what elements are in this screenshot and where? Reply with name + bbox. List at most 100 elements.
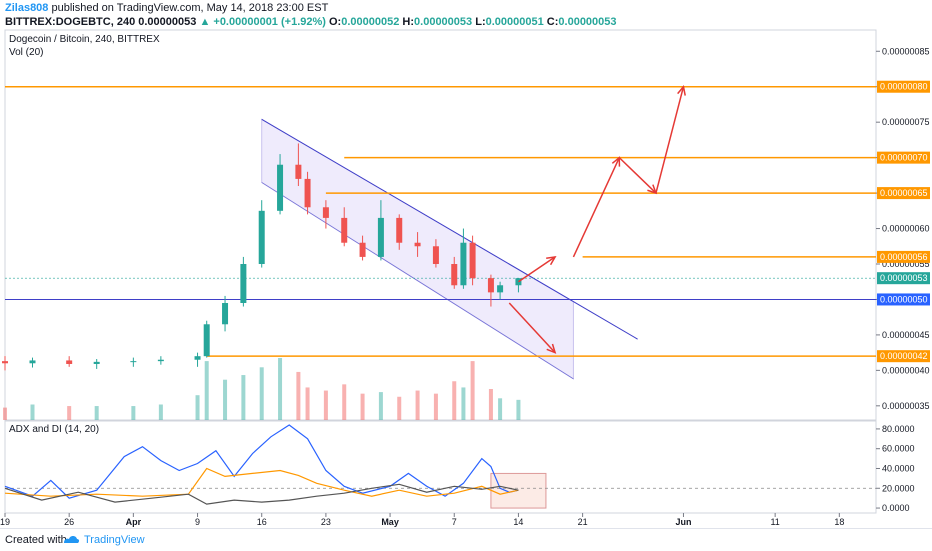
candle-body (240, 264, 247, 303)
symbol-label: BITTREX:DOGEBTC, 240 (5, 16, 136, 28)
volume-bar (360, 393, 365, 420)
volume-bar (461, 387, 466, 420)
volume-bar (516, 399, 521, 420)
candle-body (515, 278, 522, 286)
price-label-bg (877, 80, 930, 93)
volume-bar (259, 367, 264, 420)
candle-body (157, 359, 164, 362)
time-tick-label: May (381, 517, 399, 527)
time-tick-label: 11 (770, 517, 779, 527)
indicator-tick-label: 60.0000 (882, 444, 915, 454)
high-label: H: (402, 16, 415, 28)
candle-body (414, 242, 421, 247)
chart-canvas[interactable]: 0.00000085 0.00000080 0.00000075 0.00000070… (0, 0, 932, 528)
indicator-tick-label: 20.0000 (882, 483, 915, 493)
instrument-legend: Dogecoin / Bitcoin, 240, BITTREX (9, 34, 160, 45)
grid (4, 29, 877, 514)
arrow-shaft (618, 157, 657, 194)
time-tick-label: 16 (257, 517, 267, 527)
projection-arrows[interactable] (508, 85, 686, 354)
volume-bar (241, 375, 246, 420)
time-tick-label: 14 (513, 517, 523, 527)
price-label: 0.00000053 (880, 273, 928, 283)
candle-body (203, 324, 210, 357)
volume-bars (3, 358, 521, 420)
main-pane-frame (4, 29, 877, 421)
candle-body (29, 360, 36, 364)
candle-body (487, 278, 494, 293)
chart-header: Zilas808 published on TradingView.com, M… (0, 0, 932, 30)
price-label: 0.00000065 (880, 188, 928, 198)
adx-panel: 80.0000 60.0000 40.0000 20.0000 0.0000 (4, 424, 915, 513)
volume-bar (94, 406, 99, 420)
indicator-tick-label: 0.0000 (882, 503, 910, 513)
volume-bar (158, 404, 163, 420)
time-tick-label: 26 (64, 517, 74, 527)
price-label-bg (877, 187, 930, 200)
low-label: L: (475, 16, 486, 28)
close-value: 0.00000053 (558, 16, 617, 28)
candle-body (304, 178, 311, 208)
adx-line (4, 424, 519, 499)
price-tick-label: 0.00000085 (882, 46, 930, 56)
arrow-shaft (572, 157, 620, 258)
time-tick-label: 19 (0, 517, 10, 527)
quote-line: BITTREX:DOGEBTC, 240 0.00000053 ▲ +0.000… (5, 16, 617, 28)
di_plus-line (4, 467, 519, 497)
price-label: 0.00000070 (880, 153, 928, 163)
volume-legend: Vol (20) (9, 47, 43, 58)
tradingview-brand[interactable]: TradingView (84, 534, 145, 546)
time-tick-label: 23 (321, 517, 331, 527)
price-label-bg (877, 151, 930, 164)
candle-body (258, 210, 265, 264)
volume-bar (470, 361, 475, 420)
price-label-bg (877, 293, 930, 306)
arrow-shaft (655, 86, 685, 194)
channel-lower-line (261, 182, 574, 380)
time-tick-label: 21 (578, 517, 588, 527)
time-tick-label: Jun (675, 517, 691, 527)
horizontal-levels[interactable] (5, 85, 876, 357)
volume-bar (30, 404, 35, 420)
volume-bar (131, 406, 136, 420)
price-label: 0.00000050 (880, 294, 928, 304)
channel-upper-line (261, 118, 638, 340)
publish-info: published on TradingView.com, May 14, 20… (51, 2, 329, 14)
candle-body (341, 217, 348, 243)
indicator-pane-frame (4, 420, 877, 514)
candle-body (497, 285, 504, 293)
volume-bar (3, 407, 7, 420)
volume-bar (195, 395, 200, 420)
time-tick-label: 9 (195, 517, 200, 527)
open-value: 0.00000052 (341, 16, 400, 28)
price-tick-label: 0.00000075 (882, 117, 930, 127)
candle-body (322, 207, 329, 218)
price-label: 0.00000042 (880, 351, 928, 361)
price-label-bg (877, 350, 930, 363)
open-label: O: (329, 16, 342, 28)
publish-line: Zilas808 published on TradingView.com, M… (5, 2, 328, 14)
time-axis[interactable]: 19 26 Apr 9 16 23 May 7 14 21 Jun 11 18 (0, 513, 844, 527)
volume-bar (397, 396, 402, 420)
tradingview-logo-icon (64, 536, 80, 543)
low-value: 0.00000051 (485, 16, 544, 28)
volume-bar (305, 387, 310, 420)
arrow-shaft (518, 256, 556, 283)
time-tick-label: 18 (834, 517, 844, 527)
price-tick-label: 0.00000055 (882, 259, 930, 269)
arrow-head-icon (546, 255, 557, 266)
price-axis[interactable]: 0.00000085 0.00000080 0.00000075 0.00000070… (876, 46, 930, 411)
candle-body (377, 217, 384, 257)
candle-body (66, 360, 73, 364)
close-label: C: (546, 16, 559, 28)
price-tick-label: 0.00000040 (882, 365, 930, 375)
price-tick-label: 0.00000060 (882, 224, 930, 234)
volume-bar (378, 392, 383, 420)
indicator-tick-label: 40.0000 (882, 463, 915, 473)
price-tick-label: 0.00000045 (882, 330, 930, 340)
author-link[interactable]: Zilas808 (5, 2, 49, 14)
candle-body (295, 164, 302, 179)
last-price: 0.00000053 (138, 16, 197, 28)
candle-body (451, 264, 458, 286)
candle-body (460, 242, 467, 286)
